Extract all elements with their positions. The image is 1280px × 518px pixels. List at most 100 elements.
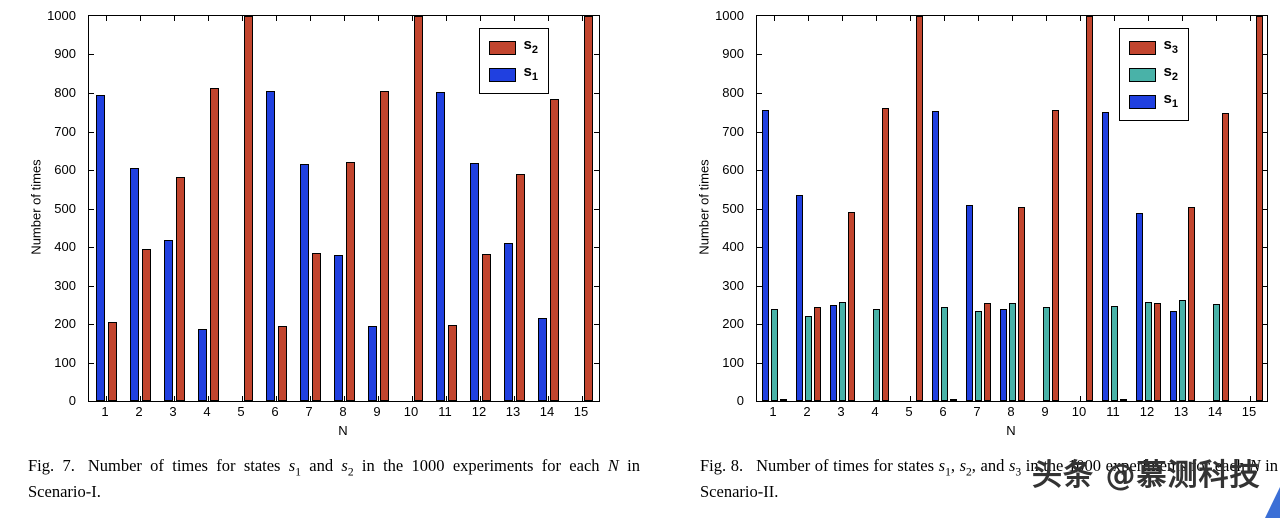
bar-s1-N9	[368, 326, 377, 401]
y-tick-label: 600	[722, 162, 744, 177]
x-tick-label: 3	[169, 404, 177, 419]
y-tick-label: 1000	[715, 8, 744, 23]
bar-s1-N2	[130, 168, 139, 401]
y-tick-label: 300	[722, 278, 744, 293]
caption-text: N	[1249, 456, 1261, 475]
y-tick-label: 400	[54, 239, 76, 254]
x-tick-label: 3	[837, 404, 845, 419]
x-tick-label: 10	[403, 404, 419, 419]
y-tick-label: 100	[54, 355, 76, 370]
tick-mark	[106, 16, 107, 21]
tick-mark	[446, 396, 447, 401]
y-tick-label: 1000	[47, 8, 76, 23]
bar-s2-N2	[805, 316, 812, 401]
tick-mark	[412, 396, 413, 401]
tick-mark	[1262, 170, 1267, 171]
x-tick-label: 14	[1207, 404, 1223, 419]
bar-s1-N6	[932, 111, 939, 401]
tick-mark	[514, 396, 515, 401]
tick-mark	[594, 132, 599, 133]
x-tick-label: 14	[539, 404, 555, 419]
y-tick-label: 700	[54, 124, 76, 139]
figure-7-caption: Fig. 7. Number of times for states s1 and…	[28, 455, 640, 503]
x-tick-label: 1	[101, 404, 109, 419]
tick-mark	[757, 286, 762, 287]
figure-7-bar-chart: Number of times 0 100 200 300 400 500 600 700 80…	[20, 8, 640, 450]
tick-mark	[757, 324, 762, 325]
tick-mark	[582, 396, 583, 401]
x-tick-label: 12	[471, 404, 487, 419]
x-tick-label: 15	[573, 404, 589, 419]
bar-s2-N12	[1145, 302, 1152, 401]
tick-mark	[1216, 16, 1217, 21]
legend-entry-s2: s2	[1128, 61, 1178, 88]
caption-text: 2	[347, 466, 354, 479]
x-tick-label: 9	[1041, 404, 1049, 419]
legend-label: s1	[523, 63, 538, 83]
bar-s2-N14	[1213, 304, 1220, 401]
x-tick-label: 8	[1007, 404, 1015, 419]
tick-mark	[446, 16, 447, 21]
caption-text: Number of times for states	[756, 456, 939, 475]
legend-swatch	[488, 40, 516, 55]
bar-s2-N8	[1009, 303, 1016, 401]
x-axis-ticks: 1 2 3 4 5 6 7 8 9 10 11 12 13 14 15	[756, 404, 1266, 420]
y-tick-label: 700	[722, 124, 744, 139]
tick-mark	[1262, 247, 1267, 248]
legend-swatch	[1128, 40, 1156, 55]
tick-mark	[757, 209, 762, 210]
x-tick-label: 10	[1071, 404, 1087, 419]
y-tick-label: 0	[736, 393, 744, 408]
caption-text: Number of times for states	[87, 456, 289, 475]
tick-mark	[808, 16, 809, 21]
bar-s3-N11	[1120, 399, 1127, 401]
tick-mark	[594, 363, 599, 364]
bar-s2-N6	[941, 307, 948, 401]
tick-mark	[1148, 16, 1149, 21]
bar-s1-N12	[1136, 213, 1143, 401]
bar-s2-N6	[278, 326, 287, 401]
y-tick-label: 200	[722, 316, 744, 331]
bar-s1-N14	[538, 318, 547, 401]
caption-text: N	[607, 456, 619, 475]
bar-s2-N1	[771, 309, 778, 401]
tick-mark	[242, 16, 243, 21]
tick-mark	[89, 286, 94, 287]
tick-mark	[757, 132, 762, 133]
legend-entry-s2: s2	[488, 34, 538, 61]
y-tick-label: 100	[722, 355, 744, 370]
tick-mark	[757, 363, 762, 364]
tick-mark	[89, 54, 94, 55]
tick-mark	[89, 209, 94, 210]
tick-mark	[594, 247, 599, 248]
bar-s2-N11	[448, 325, 457, 401]
legend-swatch	[488, 67, 516, 82]
x-tick-label: 11	[1106, 404, 1120, 419]
bar-s2-N2	[142, 249, 151, 401]
bar-s2-N3	[176, 177, 185, 401]
caption-text: s	[288, 456, 296, 475]
y-tick-label: 900	[54, 46, 76, 61]
tick-mark	[514, 16, 515, 21]
tick-mark	[842, 16, 843, 21]
tick-mark	[140, 16, 141, 21]
bar-s3-N3	[848, 212, 855, 401]
tick-mark	[978, 16, 979, 21]
bar-s2-N9	[380, 91, 389, 401]
tick-mark	[276, 396, 277, 401]
tick-mark	[310, 16, 311, 21]
tick-mark	[480, 16, 481, 21]
tick-mark	[378, 396, 379, 401]
caption-text: , and	[971, 456, 1009, 475]
tick-mark	[910, 16, 911, 21]
bar-s2-N9	[1043, 307, 1050, 401]
tick-mark	[378, 16, 379, 21]
x-tick-label: 11	[438, 404, 452, 419]
tick-mark	[594, 170, 599, 171]
legend-label: s3	[1163, 36, 1178, 56]
bar-s3-N4	[882, 108, 889, 401]
legend: s2 s1	[478, 28, 549, 94]
tick-mark	[208, 396, 209, 401]
x-axis-label: N	[338, 423, 348, 438]
tick-mark	[1182, 16, 1183, 21]
